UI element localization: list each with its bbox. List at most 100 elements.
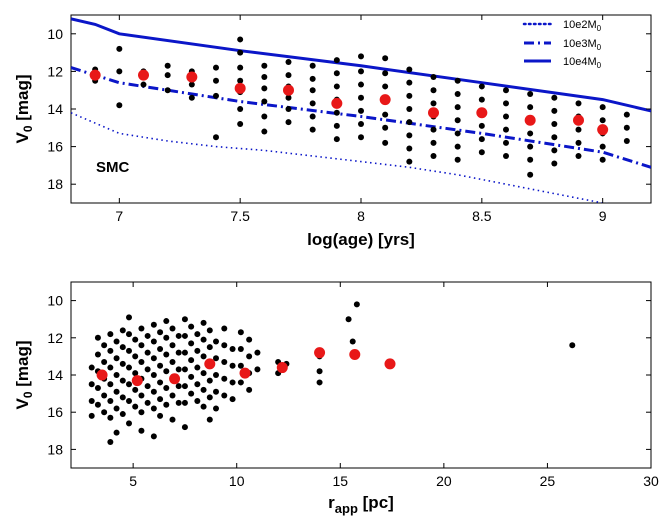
data-point bbox=[163, 385, 170, 392]
mean-point bbox=[379, 94, 391, 106]
data-point bbox=[454, 77, 461, 84]
data-point bbox=[188, 357, 195, 364]
data-point bbox=[157, 379, 164, 386]
data-point bbox=[181, 399, 188, 406]
data-point bbox=[150, 433, 157, 440]
x-axis-label: rapp [pc] bbox=[328, 493, 394, 516]
data-point bbox=[132, 403, 139, 410]
data-point bbox=[150, 388, 157, 395]
data-point bbox=[163, 334, 170, 341]
data-point bbox=[309, 113, 316, 120]
data-point bbox=[406, 132, 413, 139]
data-point bbox=[126, 347, 132, 354]
data-point bbox=[132, 370, 139, 377]
data-point bbox=[94, 351, 101, 358]
data-point bbox=[406, 158, 413, 165]
data-point bbox=[119, 411, 126, 418]
data-point bbox=[285, 72, 292, 79]
data-point bbox=[261, 113, 268, 120]
data-point bbox=[94, 385, 101, 392]
data-point bbox=[246, 336, 253, 343]
data-point bbox=[527, 90, 534, 97]
x-tick-label: 5 bbox=[129, 473, 137, 489]
data-point bbox=[503, 139, 509, 146]
data-point bbox=[345, 316, 352, 323]
data-point bbox=[116, 102, 123, 109]
data-point bbox=[119, 327, 126, 334]
data-point bbox=[188, 390, 195, 397]
data-point bbox=[213, 355, 219, 362]
data-point bbox=[478, 136, 485, 143]
data-point bbox=[101, 358, 108, 365]
data-point bbox=[527, 171, 534, 178]
data-point bbox=[200, 353, 207, 360]
data-point bbox=[163, 351, 170, 358]
data-point bbox=[551, 94, 558, 101]
data-point bbox=[113, 429, 120, 436]
data-point bbox=[126, 314, 132, 321]
data-point bbox=[406, 66, 413, 73]
mean-point bbox=[186, 71, 198, 83]
mean-point bbox=[96, 369, 108, 381]
data-point bbox=[181, 424, 188, 431]
data-point bbox=[382, 139, 389, 146]
data-point bbox=[382, 55, 389, 62]
data-point bbox=[200, 386, 207, 393]
data-point bbox=[599, 104, 606, 111]
data-point bbox=[206, 394, 213, 401]
data-point bbox=[261, 98, 268, 105]
data-point bbox=[132, 336, 139, 343]
data-point bbox=[213, 64, 219, 71]
data-point bbox=[261, 85, 268, 92]
data-point bbox=[575, 139, 582, 146]
data-point bbox=[454, 143, 461, 150]
data-point bbox=[107, 438, 114, 445]
data-point bbox=[333, 122, 340, 129]
data-point bbox=[237, 77, 244, 84]
data-point bbox=[382, 83, 389, 90]
x-tick-label: 20 bbox=[436, 473, 452, 489]
plot-frame bbox=[70, 281, 652, 469]
mean-point bbox=[428, 107, 439, 119]
data-point bbox=[406, 92, 413, 99]
data-point bbox=[254, 349, 261, 356]
data-point bbox=[261, 128, 268, 135]
data-point bbox=[88, 398, 95, 405]
data-point bbox=[503, 153, 509, 159]
series-line-dashdot bbox=[71, 66, 651, 169]
data-point bbox=[175, 399, 182, 406]
data-point bbox=[206, 327, 213, 334]
data-point bbox=[478, 122, 485, 129]
x-axis-ticks: 7 7.5 8 8.5 9 bbox=[115, 15, 607, 224]
data-point bbox=[88, 381, 95, 388]
series-line-dotted bbox=[71, 112, 608, 203]
data-point bbox=[101, 392, 108, 399]
data-point bbox=[113, 355, 120, 362]
age-magnitude-panel: 7 7.5 8 8.5 9 10 12 14 16 18 SMC 10e2M0 10e3M0 1… bbox=[13, 14, 652, 249]
data-point bbox=[194, 347, 201, 354]
data-point bbox=[194, 381, 201, 388]
data-point bbox=[316, 368, 323, 375]
data-point bbox=[599, 143, 606, 150]
data-point bbox=[358, 134, 364, 141]
data-point bbox=[144, 399, 151, 406]
data-point bbox=[206, 377, 213, 384]
data-point bbox=[200, 336, 207, 343]
data-point bbox=[261, 62, 268, 69]
mean-point bbox=[234, 82, 246, 94]
series-line-solid bbox=[71, 17, 651, 113]
data-point bbox=[126, 331, 132, 338]
data-point bbox=[113, 372, 120, 378]
data-point bbox=[175, 366, 182, 373]
mass-track-lines bbox=[71, 17, 651, 203]
data-point bbox=[213, 77, 219, 84]
data-point bbox=[164, 62, 171, 69]
x-tick-label: 8 bbox=[357, 208, 365, 224]
data-point bbox=[113, 405, 120, 412]
data-point bbox=[229, 379, 236, 386]
data-point bbox=[333, 57, 340, 64]
data-point bbox=[527, 156, 534, 163]
data-point bbox=[206, 344, 213, 351]
data-point bbox=[478, 149, 485, 156]
